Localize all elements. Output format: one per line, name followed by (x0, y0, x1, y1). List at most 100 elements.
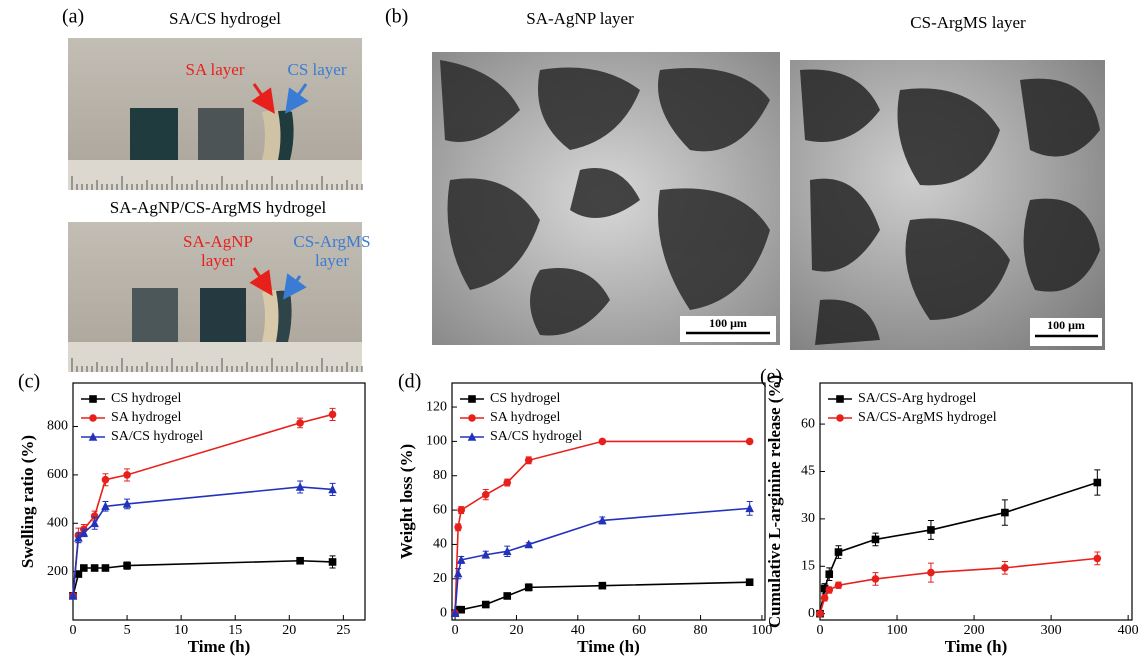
marker (89, 414, 97, 422)
marker (468, 395, 476, 403)
hydrogel-block (132, 288, 178, 342)
marker (454, 523, 462, 531)
marker (1094, 479, 1102, 487)
marker (746, 578, 754, 586)
series-line (73, 487, 333, 596)
legend-label: CS hydrogel (111, 391, 182, 406)
x-tick-label: 25 (336, 623, 350, 638)
marker (102, 476, 110, 484)
series-line (820, 483, 1097, 614)
layer-label: CS-ArgMS layer (290, 232, 374, 270)
x-tick-label: 20 (282, 623, 296, 638)
y-tick-label: 30 (801, 511, 815, 526)
legend-label: SA/CS hydrogel (490, 429, 582, 444)
legend-label: SA hydrogel (111, 410, 182, 425)
y-tick-label: 200 (47, 564, 68, 579)
marker (836, 395, 844, 403)
y-axis-title: Cumulative L-arginine release (%) (765, 375, 784, 628)
marker (457, 506, 465, 514)
hydrogel-block (198, 108, 244, 160)
marker (1001, 509, 1009, 517)
marker (835, 548, 843, 556)
marker (746, 438, 754, 446)
y-tick-label: 120 (426, 399, 447, 414)
scale-bar-label: 100 μm (1047, 318, 1085, 332)
y-tick-label: 40 (433, 537, 447, 552)
legend-label: SA hydrogel (490, 410, 561, 425)
legend-label: SA/CS-ArgMS hydrogel (858, 410, 997, 425)
figure: (a) (b) (c) (d) (e) SA/CS hydrogel SA-Ag… (0, 0, 1142, 656)
panel-label: (d) (398, 371, 421, 393)
y-tick-label: 80 (433, 468, 447, 483)
y-axis-title: Swelling ratio (%) (18, 435, 37, 568)
x-tick-label: 5 (124, 623, 131, 638)
marker (825, 586, 833, 594)
image-title: SA-AgNP layer (526, 9, 634, 28)
marker (1001, 564, 1009, 572)
y-tick-label: 600 (47, 467, 68, 482)
marker (503, 479, 511, 487)
photo-title: SA-AgNP/CS-ArgMS hydrogel (110, 198, 327, 217)
y-tick-label: 20 (433, 571, 447, 586)
marker (123, 471, 131, 479)
y-tick-label: 45 (801, 464, 815, 479)
x-tick-label: 0 (452, 623, 459, 638)
marker (816, 610, 824, 618)
marker (1094, 555, 1102, 563)
y-tick-label: 0 (808, 606, 815, 621)
x-tick-label: 100 (887, 623, 908, 638)
y-tick-label: 60 (801, 416, 815, 431)
panel-label: (c) (18, 371, 40, 393)
marker (482, 601, 490, 609)
y-tick-label: 400 (47, 515, 68, 530)
x-axis-title: Time (h) (945, 637, 1008, 656)
series-line (820, 558, 1097, 613)
x-tick-label: 400 (1118, 623, 1139, 638)
marker (503, 592, 511, 600)
marker (482, 491, 490, 499)
marker (329, 558, 337, 566)
y-tick-label: 800 (47, 419, 68, 434)
marker (825, 570, 833, 578)
x-tick-label: 0 (70, 623, 77, 638)
y-axis-title: Weight loss (%) (397, 444, 416, 559)
y-tick-label: 0 (440, 605, 447, 620)
marker (329, 411, 337, 419)
marker (91, 564, 99, 572)
scale-bar-label: 100 μm (709, 316, 747, 330)
marker (123, 562, 131, 570)
x-tick-label: 20 (509, 623, 523, 638)
x-tick-label: 300 (1041, 623, 1062, 638)
marker (296, 419, 304, 427)
layer-label: SA-AgNP layer (176, 232, 260, 270)
marker (821, 594, 829, 602)
marker (927, 569, 935, 577)
marker (525, 584, 533, 592)
marker (525, 456, 533, 464)
marker (102, 564, 110, 572)
panel-label: (a) (62, 6, 84, 28)
marker (89, 395, 97, 403)
hydrogel-block (200, 288, 246, 342)
y-tick-label: 15 (801, 558, 815, 573)
x-tick-label: 0 (817, 623, 824, 638)
y-tick-label: 60 (433, 502, 447, 517)
hydrogel-block (130, 108, 178, 160)
marker (454, 569, 463, 578)
marker (872, 536, 880, 544)
y-tick-label: 100 (426, 434, 447, 449)
x-axis-title: Time (h) (577, 637, 640, 656)
legend-label: CS hydrogel (490, 391, 561, 406)
marker (80, 564, 88, 572)
photo-title: SA/CS hydrogel (169, 9, 281, 28)
marker (599, 582, 607, 590)
figure-page: { "panels": {"a": "(a)", "b": "(b)", "c"… (0, 0, 1142, 656)
x-tick-label: 80 (694, 623, 708, 638)
marker (599, 438, 607, 446)
marker (872, 575, 880, 583)
legend-label: SA/CS hydrogel (111, 429, 203, 444)
image-title: CS-ArgMS layer (910, 13, 1026, 32)
layer-label: SA layer (180, 60, 250, 79)
marker (836, 414, 844, 422)
layer-label: CS layer (282, 60, 352, 79)
